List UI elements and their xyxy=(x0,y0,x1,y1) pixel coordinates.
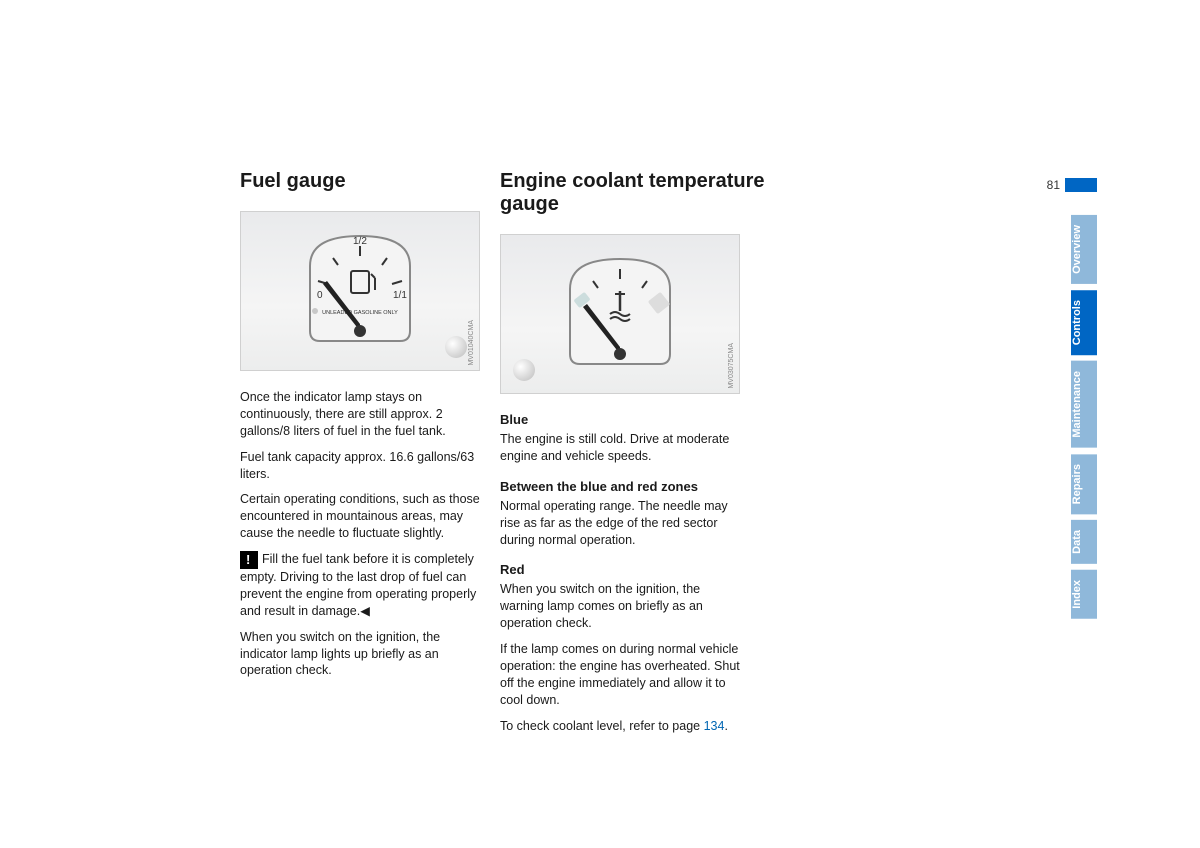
svg-text:0: 0 xyxy=(317,290,323,301)
svg-text:1/1: 1/1 xyxy=(393,290,407,301)
section-tab-index[interactable]: Index xyxy=(1071,570,1097,619)
section-tab-data[interactable]: Data xyxy=(1071,520,1097,564)
body-text: Certain operating conditions, such as th… xyxy=(240,491,480,542)
body-text: When you switch on the ignition, the war… xyxy=(500,581,740,632)
fuel-gauge-column: Fuel gauge 0 1/2 1/1 UNLEADED GASOLINE O… xyxy=(240,170,480,688)
section-tab-repairs[interactable]: Repairs xyxy=(1071,454,1097,514)
body-text: Fuel tank capacity approx. 16.6 gallons/… xyxy=(240,449,480,483)
page-number: 81 xyxy=(1047,178,1060,192)
section-tabs: Overview Controls Maintenance Repairs Data In… xyxy=(1071,215,1097,625)
indicator-lamp-icon xyxy=(445,336,467,358)
subheading-between: Between the blue and red zones xyxy=(500,479,740,494)
page-link[interactable]: 134 xyxy=(704,719,725,733)
fuel-gauge-figure: 0 1/2 1/1 UNLEADED GASOLINE ONLY MV01040… xyxy=(240,211,480,371)
indicator-lamp-icon xyxy=(513,359,535,381)
coolant-gauge-column: Engine coolant temperature gauge MV xyxy=(500,170,820,743)
body-text: Once the indicator lamp stays on continu… xyxy=(240,389,480,440)
coolant-gauge-title: Engine coolant temperature gauge xyxy=(500,170,820,216)
figure-credit: MV01040CMA xyxy=(468,320,475,366)
svg-text:1/2: 1/2 xyxy=(353,236,367,247)
body-text: The engine is still cold. Drive at moder… xyxy=(500,431,740,465)
section-tab-maintenance[interactable]: Maintenance xyxy=(1071,361,1097,448)
subheading-red: Red xyxy=(500,562,740,577)
subheading-blue: Blue xyxy=(500,412,740,427)
section-tab-controls[interactable]: Controls xyxy=(1071,290,1097,355)
body-text: Normal operating range. The needle may r… xyxy=(500,498,740,549)
body-text: When you switch on the ignition, the ind… xyxy=(240,629,480,680)
warning-body: Fill the fuel tank before it is complete… xyxy=(240,552,476,618)
section-tab-overview[interactable]: Overview xyxy=(1071,215,1097,284)
figure-credit: MV03075CMA xyxy=(728,343,735,389)
body-text-span: . xyxy=(724,719,727,733)
body-text-span: To check coolant level, refer to page xyxy=(500,719,704,733)
page-number-bar xyxy=(1065,178,1097,192)
coolant-gauge-figure: MV03075CMA xyxy=(500,234,740,394)
coolant-gauge-icon xyxy=(545,239,695,389)
warning-icon xyxy=(240,551,258,569)
body-text: To check coolant level, refer to page 13… xyxy=(500,718,740,735)
fuel-gauge-title: Fuel gauge xyxy=(240,170,480,193)
fuel-gauge-icon: 0 1/2 1/1 UNLEADED GASOLINE ONLY xyxy=(285,216,435,366)
body-text: If the lamp comes on during normal vehic… xyxy=(500,641,740,709)
warning-text: Fill the fuel tank before it is complete… xyxy=(240,551,480,620)
svg-text:UNLEADED GASOLINE ONLY: UNLEADED GASOLINE ONLY xyxy=(322,310,398,316)
